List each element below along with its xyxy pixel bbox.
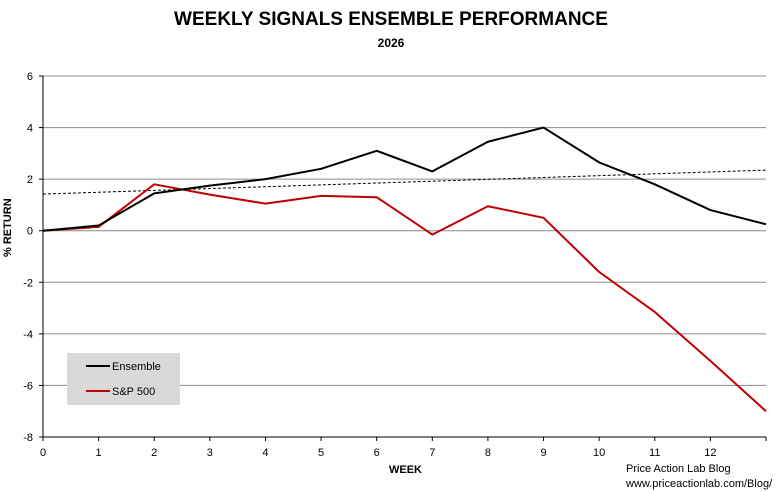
x-tick-label: 10 — [593, 447, 605, 459]
y-tick-label: 0 — [27, 226, 33, 238]
y-axis-label: % RETURN — [2, 198, 14, 257]
x-axis-label: WEEK — [389, 464, 422, 476]
trendline — [42, 169, 767, 195]
y-tick-label: 6 — [27, 71, 33, 83]
y-tick-label: -8 — [23, 432, 33, 444]
x-tick-label: 8 — [485, 447, 491, 459]
credit-blog-name: Price Action Lab Blog — [626, 463, 731, 475]
y-tick-label: -4 — [23, 329, 33, 341]
chart-title: WEEKLY SIGNALS ENSEMBLE PERFORMANCE — [174, 9, 608, 30]
y-tick-label: -2 — [23, 277, 33, 289]
x-tick-label: 6 — [374, 447, 380, 459]
legend-label-ensemble: Ensemble — [112, 361, 161, 373]
y-tick-label: -6 — [23, 380, 33, 392]
x-tick-label: 11 — [649, 447, 660, 459]
legend-box — [67, 353, 180, 405]
x-tick-label: 2 — [151, 447, 157, 459]
x-tick-label: 0 — [40, 447, 46, 459]
legend-label-s-p-500: S&P 500 — [112, 386, 155, 398]
chart-subtitle: 2026 — [377, 36, 405, 50]
x-tick-label: 1 — [96, 447, 102, 459]
x-tick-label: 3 — [207, 447, 213, 459]
y-tick-label: 4 — [27, 123, 33, 135]
series-line-s-p-500 — [42, 183, 767, 412]
x-tick-label: 7 — [429, 447, 435, 459]
y-tick-label: 2 — [27, 174, 33, 186]
x-tick-label: 12 — [704, 447, 716, 459]
series-line-ensemble — [42, 126, 767, 232]
x-tick-label: 4 — [262, 447, 268, 459]
x-tick-label: 9 — [540, 447, 546, 459]
credit-url: www.priceactionlab.com/Blog/ — [626, 478, 773, 490]
x-tick-label: 5 — [318, 447, 324, 459]
